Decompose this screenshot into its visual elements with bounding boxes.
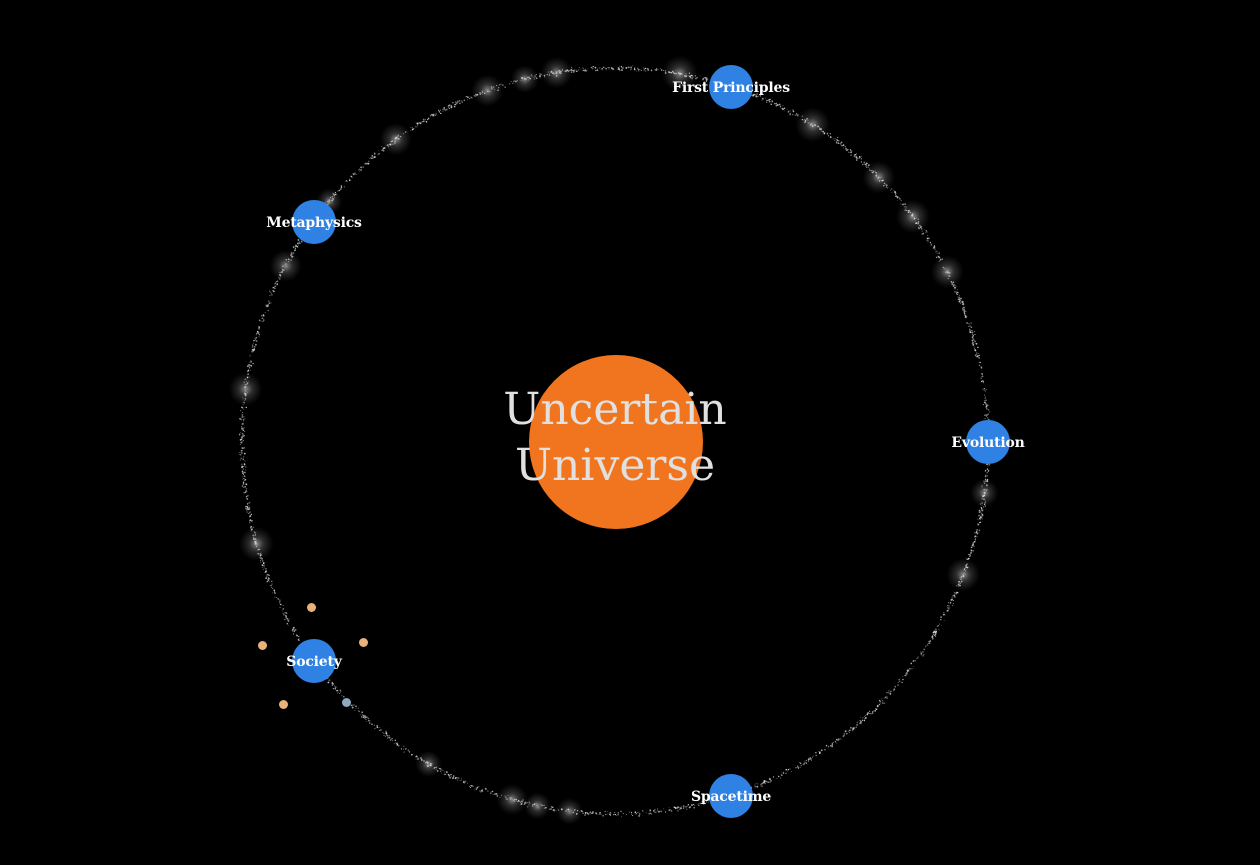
moon-dot[interactable] <box>342 698 351 707</box>
orbit-glow <box>239 526 274 562</box>
orbit-glow <box>228 372 263 406</box>
orbit-glow <box>524 792 551 820</box>
planet-evolution[interactable] <box>966 420 1010 464</box>
center-sun[interactable] <box>529 355 703 529</box>
orbit-glow <box>795 107 830 142</box>
moon-dot[interactable] <box>279 700 288 709</box>
orbit-glow <box>471 74 504 107</box>
orbit-glow <box>379 123 412 156</box>
planet-society[interactable] <box>292 639 336 683</box>
moon-dot[interactable] <box>307 603 316 612</box>
orbit-glow <box>946 557 980 592</box>
moon-dot[interactable] <box>258 641 267 650</box>
planet-metaphysics[interactable] <box>292 200 336 244</box>
planet-spacetime[interactable] <box>709 774 753 818</box>
orbit-glow <box>556 797 583 825</box>
orbit-glow <box>415 750 442 778</box>
orbit-glow <box>496 784 528 816</box>
orbit-glow <box>269 249 302 282</box>
orbit-glow <box>930 255 964 289</box>
orbit-ring <box>238 65 991 817</box>
moon-dot[interactable] <box>359 638 368 647</box>
planet-first-principles[interactable] <box>709 65 753 109</box>
orbit-glow <box>895 199 930 234</box>
